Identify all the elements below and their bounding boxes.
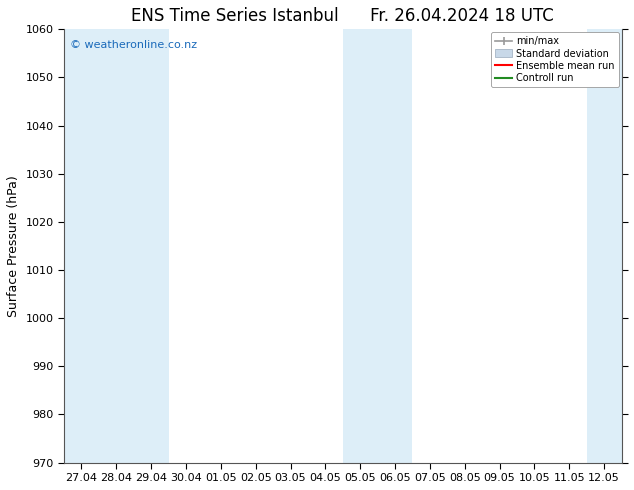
Bar: [586, 29, 621, 463]
Y-axis label: Surface Pressure (hPa): Surface Pressure (hPa): [7, 175, 20, 317]
Legend: min/max, Standard deviation, Ensemble mean run, Controll run: min/max, Standard deviation, Ensemble me…: [491, 32, 619, 87]
Bar: [99, 29, 134, 463]
Bar: [134, 29, 169, 463]
Bar: [64, 29, 99, 463]
Text: © weatheronline.co.nz: © weatheronline.co.nz: [70, 40, 197, 50]
Title: ENS Time Series Istanbul      Fr. 26.04.2024 18 UTC: ENS Time Series Istanbul Fr. 26.04.2024 …: [131, 7, 554, 25]
Bar: [378, 29, 413, 463]
Bar: [343, 29, 378, 463]
